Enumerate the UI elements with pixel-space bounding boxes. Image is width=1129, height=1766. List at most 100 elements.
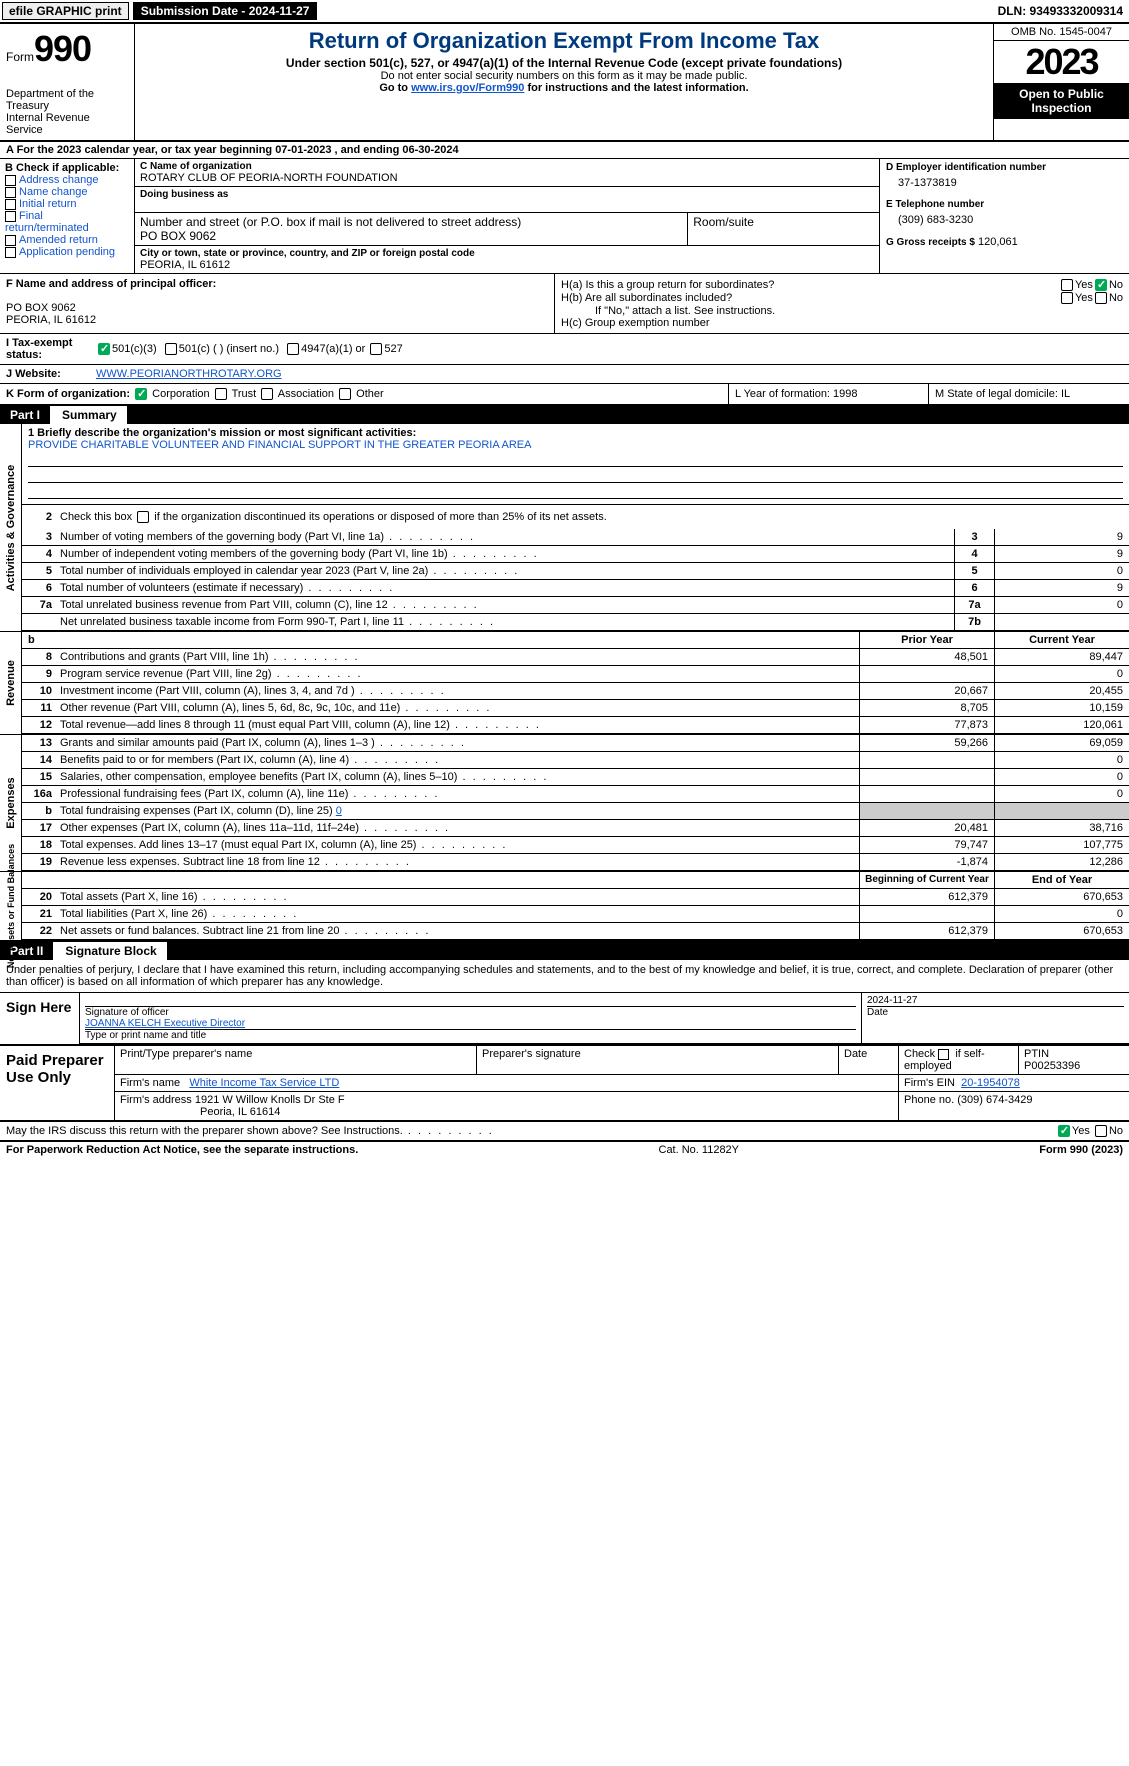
city-label: City or town, state or province, country… xyxy=(140,248,874,259)
k-label: K Form of organization: xyxy=(6,388,130,400)
part-1-num: Part I xyxy=(0,406,52,424)
irs-link[interactable]: www.irs.gov/Form990 xyxy=(411,82,524,94)
cb-association[interactable] xyxy=(261,388,273,400)
firm-ein-label: Firm's EIN xyxy=(904,1077,955,1089)
column-d: D Employer identification number 37-1373… xyxy=(879,159,1129,273)
firm-addr-label: Firm's address xyxy=(120,1094,192,1106)
page-footer: For Paperwork Reduction Act Notice, see … xyxy=(0,1142,1129,1158)
gross-label: G Gross receipts $ xyxy=(886,237,975,248)
omb-number: OMB No. 1545-0047 xyxy=(994,24,1129,41)
discuss-yes-checkbox[interactable] xyxy=(1058,1125,1070,1137)
l-year-formation: L Year of formation: 1998 xyxy=(729,384,929,404)
firm-phone: (309) 674-3429 xyxy=(957,1094,1032,1106)
cb-address-change[interactable]: Address change xyxy=(5,174,129,186)
f-addr1: PO BOX 9062 xyxy=(6,302,548,314)
dba-label: Doing business as xyxy=(140,189,874,200)
preparer-name-hdr: Print/Type preparer's name xyxy=(115,1046,477,1074)
revenue-section: Revenue bPrior YearCurrent Year 8Contrib… xyxy=(0,632,1129,735)
cb-amended-return[interactable]: Amended return xyxy=(5,234,129,246)
column-b: B Check if applicable: Address change Na… xyxy=(0,159,135,273)
cb-final-return[interactable]: Final return/terminated xyxy=(5,210,129,234)
column-c: C Name of organization ROTARY CLUB OF PE… xyxy=(135,159,879,273)
cb-application-pending[interactable]: Application pending xyxy=(5,246,129,258)
cb-discontinued[interactable] xyxy=(137,511,149,523)
cb-corporation[interactable] xyxy=(135,388,147,400)
org-address: PO BOX 9062 xyxy=(140,229,682,243)
discuss-no-checkbox[interactable] xyxy=(1095,1125,1107,1137)
irs-label: Internal Revenue Service xyxy=(6,112,128,136)
cb-501c3[interactable] xyxy=(98,343,110,355)
ha-yes-checkbox[interactable] xyxy=(1061,279,1073,291)
ha-no-checkbox[interactable] xyxy=(1095,279,1107,291)
hc-label: H(c) Group exemption number xyxy=(561,317,1123,329)
summary-line: 3Number of voting members of the governi… xyxy=(22,529,1129,546)
vlabel-activities: Activities & Governance xyxy=(0,424,22,631)
cb-initial-return[interactable]: Initial return xyxy=(5,198,129,210)
data-line: 8Contributions and grants (Part VIII, li… xyxy=(22,649,1129,666)
data-line: 22Net assets or fund balances. Subtract … xyxy=(22,923,1129,940)
website-link[interactable]: WWW.PEORIANORTHROTARY.ORG xyxy=(96,368,282,380)
part-2-title: Signature Block xyxy=(55,942,166,960)
row-f: F Name and address of principal officer:… xyxy=(0,274,1129,334)
open-to-public: Open to Public Inspection xyxy=(994,83,1129,119)
data-line: 16aProfessional fundraising fees (Part I… xyxy=(22,786,1129,803)
sign-here-label: Sign Here xyxy=(0,993,80,1044)
row-j-website: J Website: WWW.PEORIANORTHROTARY.ORG xyxy=(0,365,1129,384)
paid-preparer-label: Paid Preparer Use Only xyxy=(0,1046,115,1120)
data-line: 15Salaries, other compensation, employee… xyxy=(22,769,1129,786)
goto-post: for instructions and the latest informat… xyxy=(524,82,748,94)
cb-4947[interactable] xyxy=(287,343,299,355)
ptin-label: PTIN xyxy=(1024,1048,1049,1060)
discuss-question: May the IRS discuss this return with the… xyxy=(6,1125,1056,1137)
line-b-num: b xyxy=(22,803,56,819)
cb-527[interactable] xyxy=(370,343,382,355)
col-b-heading: B Check if applicable: xyxy=(5,162,129,174)
header-middle: Return of Organization Exempt From Incom… xyxy=(135,24,994,140)
hb-no-checkbox[interactable] xyxy=(1095,292,1107,304)
signature-intro: Under penalties of perjury, I declare th… xyxy=(0,960,1129,993)
j-label: J Website: xyxy=(0,365,90,383)
line-b-shaded1 xyxy=(859,803,994,819)
footer-cat: Cat. No. 11282Y xyxy=(358,1144,1039,1156)
paid-preparer-block: Paid Preparer Use Only Print/Type prepar… xyxy=(0,1046,1129,1122)
c-name-label: C Name of organization xyxy=(140,161,874,172)
ssn-note: Do not enter social security numbers on … xyxy=(143,70,985,82)
phone-label: E Telephone number xyxy=(886,199,1123,210)
row-i-taxstatus: I Tax-exempt status: 501(c)(3) 501(c) ( … xyxy=(0,334,1129,365)
hb-note: If "No," attach a list. See instructions… xyxy=(561,305,1123,317)
officer-name[interactable]: JOANNA KELCH Executive Director xyxy=(85,1018,245,1029)
cb-trust[interactable] xyxy=(215,388,227,400)
room-label: Room/suite xyxy=(693,215,874,229)
ein-label: D Employer identification number xyxy=(886,162,1123,173)
may-discuss-row: May the IRS discuss this return with the… xyxy=(0,1122,1129,1142)
summary-line: 6Total number of volunteers (estimate if… xyxy=(22,580,1129,597)
vlabel-netassets: Net Assets or Fund Balances xyxy=(0,872,22,940)
firm-name-label: Firm's name xyxy=(120,1077,180,1089)
efile-button[interactable]: efile GRAPHIC print xyxy=(2,2,129,20)
summary-line: 4Number of independent voting members of… xyxy=(22,546,1129,563)
cb-501c[interactable] xyxy=(165,343,177,355)
form-subtitle: Under section 501(c), 527, or 4947(a)(1)… xyxy=(143,56,985,70)
firm-name[interactable]: White Income Tax Service LTD xyxy=(189,1077,339,1089)
header-right: OMB No. 1545-0047 2023 Open to Public In… xyxy=(994,24,1129,140)
ha-label: H(a) Is this a group return for subordin… xyxy=(561,279,1059,291)
form-header: Form 990 Department of the Treasury Inte… xyxy=(0,24,1129,142)
begin-year-hdr: Beginning of Current Year xyxy=(859,872,994,888)
org-city: PEORIA, IL 61612 xyxy=(140,259,874,271)
hb-yes-checkbox[interactable] xyxy=(1061,292,1073,304)
firm-ein[interactable]: 20-1954078 xyxy=(961,1077,1020,1089)
data-line: 17Other expenses (Part IX, column (A), l… xyxy=(22,820,1129,837)
data-line: 9Program service revenue (Part VIII, lin… xyxy=(22,666,1129,683)
data-line: 20Total assets (Part X, line 16)612,3796… xyxy=(22,889,1129,906)
cb-other[interactable] xyxy=(339,388,351,400)
line1-label: 1 Briefly describe the organization's mi… xyxy=(28,427,1123,439)
cb-self-employed[interactable] xyxy=(938,1049,949,1060)
cb-name-change[interactable]: Name change xyxy=(5,186,129,198)
sig-date: 2024-11-27 xyxy=(867,995,1124,1007)
summary-line: 5Total number of individuals employed in… xyxy=(22,563,1129,580)
line-b-desc: Total fundraising expenses (Part IX, col… xyxy=(56,803,859,819)
vlabel-revenue: Revenue xyxy=(0,632,22,734)
form-title: Return of Organization Exempt From Incom… xyxy=(143,28,985,54)
header-left: Form 990 Department of the Treasury Inte… xyxy=(0,24,135,140)
firm-addr1: 1921 W Willow Knolls Dr Ste F xyxy=(195,1094,345,1106)
